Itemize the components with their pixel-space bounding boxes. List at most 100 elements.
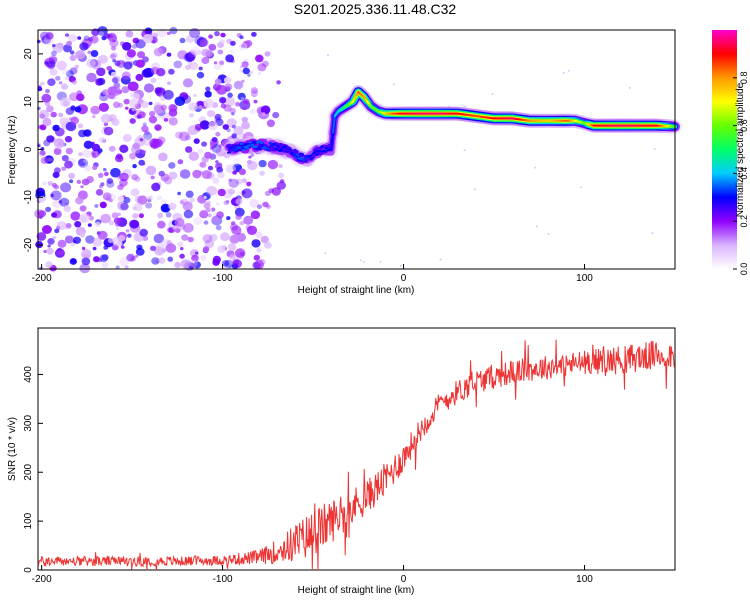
noise-blob — [217, 188, 226, 197]
noise-blob — [47, 238, 55, 245]
noise-blob — [266, 119, 275, 128]
noise-blob — [245, 40, 253, 47]
noise-blob — [233, 80, 244, 90]
noise-blob — [121, 71, 131, 80]
noise-blob — [92, 237, 102, 247]
noise-blob — [123, 196, 131, 204]
colorbar-tick-label: 0.2 — [739, 215, 749, 228]
noise-blob — [103, 167, 107, 172]
noise-blob — [143, 83, 155, 93]
noise-blob — [239, 220, 245, 226]
noise-blob — [278, 172, 284, 179]
noise-blob — [177, 159, 184, 165]
noise-blob — [235, 198, 243, 205]
noise-blob — [261, 112, 266, 116]
noise-speck — [439, 258, 442, 261]
noise-blob — [63, 205, 71, 213]
noise-blob — [102, 192, 112, 201]
ridge-segment — [295, 153, 300, 157]
noise-blob — [228, 245, 235, 251]
noise-speck — [463, 149, 466, 152]
noise-blob — [212, 215, 221, 223]
noise-blob — [135, 39, 146, 49]
noise-blob — [97, 230, 108, 240]
noise-blob — [70, 242, 76, 247]
noise-blob — [204, 239, 215, 249]
noise-blob — [117, 195, 125, 202]
noise-blob — [174, 96, 186, 106]
noise-blob — [123, 61, 133, 70]
noise-blob — [188, 102, 198, 111]
noise-blob — [125, 229, 130, 233]
noise-blob — [103, 122, 108, 127]
noise-blob — [111, 118, 120, 127]
noise-blob — [50, 193, 54, 198]
noise-blob — [107, 237, 114, 243]
noise-blob — [43, 250, 47, 253]
noise-blob — [61, 155, 69, 162]
spectrogram-noise-layer — [34, 26, 656, 274]
noise-blob — [131, 44, 138, 49]
noise-blob — [100, 113, 112, 124]
noise-blob — [91, 143, 101, 152]
noise-blob — [258, 159, 267, 168]
ridge-segment — [318, 150, 325, 156]
snr-frame — [37, 327, 676, 571]
noise-blob — [180, 247, 184, 251]
noise-blob — [111, 212, 119, 219]
noise-blob — [167, 256, 173, 262]
noise-blob — [157, 212, 164, 219]
noise-blob — [168, 68, 175, 75]
noise-blob — [108, 145, 116, 152]
noise-blob — [206, 185, 218, 196]
noise-blob — [187, 61, 193, 66]
noise-blob — [153, 47, 164, 57]
noise-blob — [256, 247, 262, 253]
colorbar-ticks: 0.0 0.2 0.4 0.6 0.8 — [733, 72, 749, 275]
noise-blob — [88, 215, 95, 221]
noise-blob — [58, 81, 63, 85]
noise-blob — [243, 215, 254, 225]
noise-blob — [167, 227, 174, 233]
noise-speck — [547, 233, 550, 235]
noise-blob — [90, 50, 99, 57]
noise-blob — [231, 221, 236, 226]
noise-blob — [191, 254, 199, 262]
noise-blob — [183, 52, 194, 63]
noise-blob — [141, 149, 146, 154]
noise-blob — [132, 164, 137, 169]
noise-blob — [86, 58, 96, 68]
ridge-segment — [315, 153, 320, 156]
noise-speck — [359, 259, 362, 262]
noise-blob — [46, 247, 54, 255]
noise-blob — [276, 80, 281, 85]
noise-blob — [119, 257, 130, 267]
noise-blob — [96, 67, 106, 77]
ridge-segment — [294, 156, 298, 160]
noise-blob — [156, 68, 166, 77]
noise-blob — [68, 33, 78, 43]
noise-blob — [65, 70, 74, 78]
noise-blob — [204, 151, 212, 159]
noise-blob — [115, 154, 124, 163]
noise-blob — [217, 171, 225, 179]
noise-speck — [562, 72, 565, 74]
y-tick-label: 20 — [23, 48, 34, 60]
snr-panel: -200 -100 0 100 0 100 200 300 400 Height of str… — [7, 327, 676, 596]
noise-blob — [76, 93, 85, 102]
noise-blob — [151, 182, 161, 192]
noise-blob — [219, 97, 227, 104]
noise-blob — [70, 258, 77, 264]
noise-blob — [147, 195, 153, 201]
noise-blob — [220, 103, 227, 109]
noise-blob — [227, 92, 233, 98]
noise-blob — [203, 220, 209, 225]
ridge-segment — [278, 142, 285, 148]
noise-blob — [129, 118, 136, 124]
noise-blob — [211, 144, 222, 154]
noise-blob — [59, 197, 70, 207]
noise-blob — [112, 101, 121, 109]
noise-blob — [223, 104, 232, 112]
noise-blob — [158, 257, 166, 264]
noise-blob — [87, 223, 92, 227]
